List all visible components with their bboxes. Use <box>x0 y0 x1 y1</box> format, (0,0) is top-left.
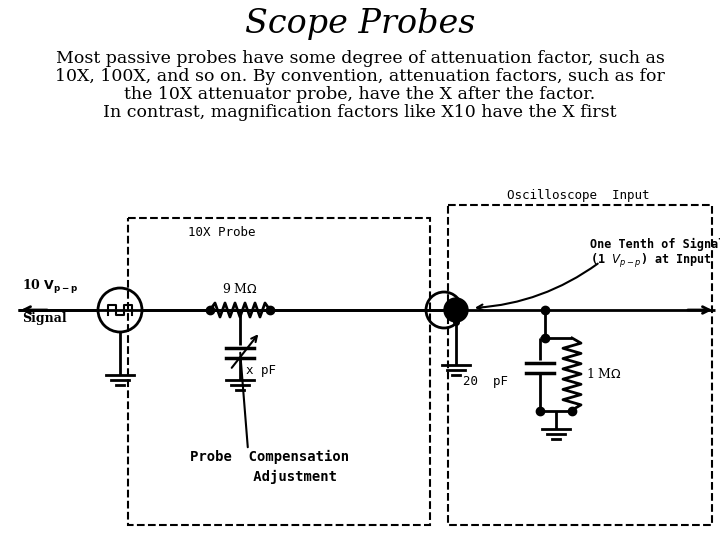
Text: 9 M$\Omega$: 9 M$\Omega$ <box>222 282 258 296</box>
Text: 10X Probe: 10X Probe <box>188 226 256 239</box>
Text: Signal: Signal <box>22 312 67 325</box>
Text: In contrast, magnification factors like X10 have the X first: In contrast, magnification factors like … <box>103 104 617 121</box>
Text: Most passive probes have some degree of attenuation factor, such as: Most passive probes have some degree of … <box>55 50 665 67</box>
Text: 1 M$\Omega$: 1 M$\Omega$ <box>586 367 622 381</box>
Text: the 10X attenuator probe, have the X after the factor.: the 10X attenuator probe, have the X aft… <box>125 86 595 103</box>
Text: 10 $\mathbf{V_{p-p}}$: 10 $\mathbf{V_{p-p}}$ <box>22 278 78 296</box>
Text: 10X, 100X, and so on. By convention, attenuation factors, such as for: 10X, 100X, and so on. By convention, att… <box>55 68 665 85</box>
Text: (1 $V_{p-p}$) at Input: (1 $V_{p-p}$) at Input <box>590 252 712 270</box>
Text: One Tenth of Signal: One Tenth of Signal <box>590 238 720 251</box>
Circle shape <box>444 298 468 322</box>
Text: Probe  Compensation
      Adjustment: Probe Compensation Adjustment <box>190 450 350 484</box>
Text: Scope Probes: Scope Probes <box>245 8 475 40</box>
Text: x pF: x pF <box>246 364 276 377</box>
Text: Oscilloscope  Input: Oscilloscope Input <box>507 189 649 202</box>
Text: 20  pF: 20 pF <box>463 375 508 388</box>
